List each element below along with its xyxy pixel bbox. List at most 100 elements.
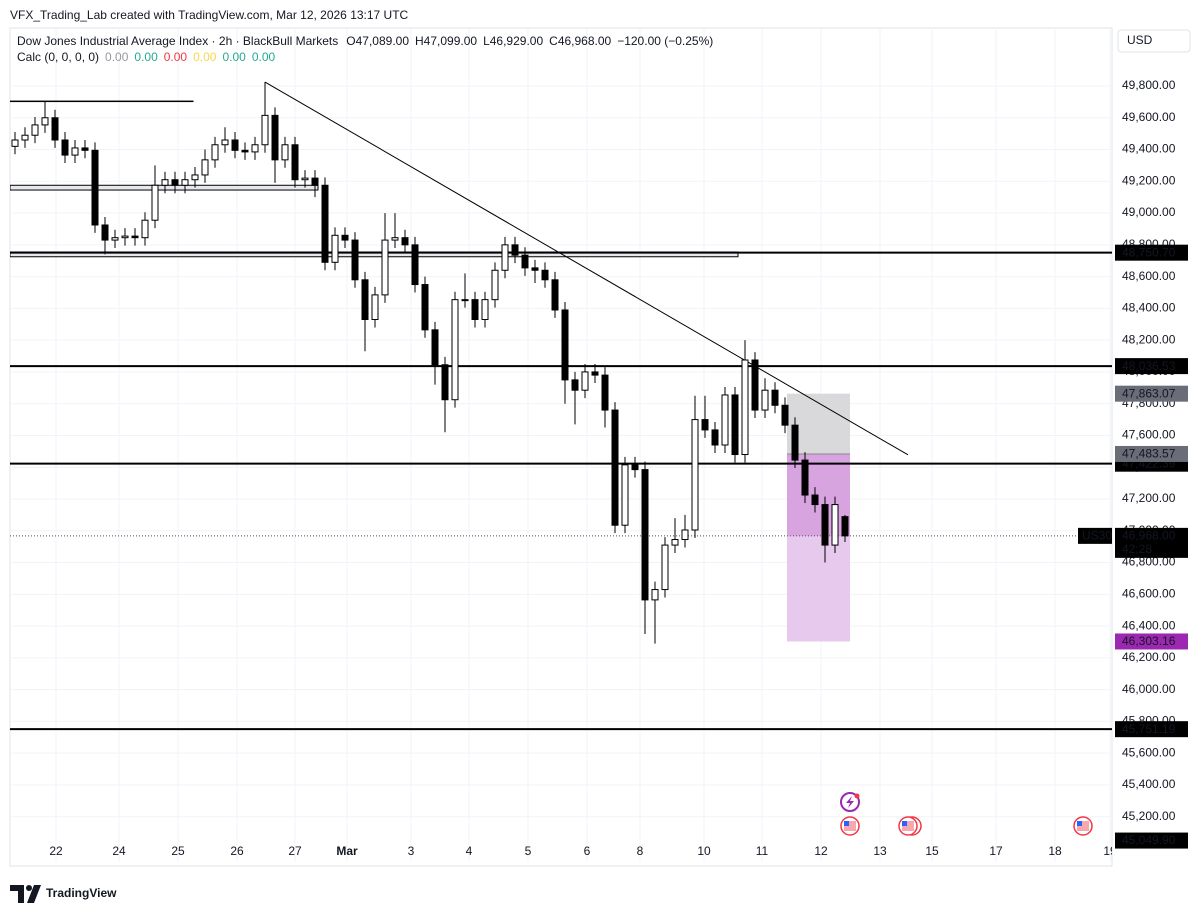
- target-label-box: [1115, 633, 1188, 650]
- ohlc-value: 46,968.00: [558, 34, 612, 48]
- candle-body: [201, 159, 209, 176]
- x-tick-label: 15: [925, 844, 939, 858]
- level-label: 48,036.53: [1122, 359, 1176, 373]
- event-flag: [844, 821, 856, 831]
- attribution: VFX_Trading_Lab created with TradingView…: [10, 8, 409, 22]
- candle-body: [711, 429, 719, 446]
- ohlc-key: L: [483, 34, 490, 48]
- x-tick-label: 4: [466, 844, 473, 858]
- candle-body: [21, 134, 29, 141]
- x-tick-label: 27: [288, 844, 302, 858]
- candle-body: [721, 394, 729, 446]
- currency-button[interactable]: USD: [1117, 29, 1191, 53]
- candle-body: [491, 269, 499, 301]
- stop-label-box: [1115, 385, 1188, 402]
- indicator-value: 0.00: [252, 50, 276, 64]
- candle-body: [661, 544, 669, 591]
- indicator-value: 0.00: [222, 50, 246, 64]
- candle-body: [681, 529, 689, 541]
- level-label-box: [1115, 244, 1188, 261]
- symbol-tag: US30: [1082, 529, 1112, 543]
- candle-body: [731, 394, 739, 456]
- y-tick-label: 45,400.00: [1122, 777, 1176, 791]
- candle-body: [531, 267, 539, 271]
- candle-body: [621, 464, 629, 526]
- indicator-value: 0.00: [134, 50, 158, 64]
- candle-body: [421, 284, 429, 331]
- candles: [11, 82, 849, 644]
- candle-body: [391, 237, 399, 241]
- candle-body: [141, 219, 149, 239]
- entry-label: 47,483.57: [1122, 447, 1176, 461]
- x-tick-label: 17: [989, 844, 1003, 858]
- candle-body: [51, 117, 59, 141]
- candle-body: [441, 364, 449, 401]
- candle-body: [231, 139, 239, 151]
- currency-button-frame[interactable]: [1117, 29, 1191, 53]
- candle-body: [191, 174, 199, 181]
- candle-body: [781, 404, 789, 426]
- x-tick-labels: 22 24 25 26 27 Mar 3 4 5 6 8 10 11 12 13 15 17 18 19: [49, 844, 1112, 858]
- candle-body: [181, 179, 189, 186]
- candle-body: [841, 516, 849, 537]
- event-dot: [854, 793, 860, 799]
- candle-body: [71, 147, 79, 156]
- candle-body: [631, 464, 639, 471]
- drawn-box: [10, 184, 319, 191]
- y-tick-label: 49,000.00: [1122, 205, 1176, 219]
- candle-body: [321, 184, 329, 263]
- currency-label[interactable]: USD: [1127, 33, 1153, 47]
- event-icons: [840, 792, 1093, 836]
- stop-label: 47,863.07: [1122, 386, 1176, 400]
- candle-body: [161, 179, 169, 186]
- candle-body: [371, 294, 379, 321]
- symbol-tag-box: [1078, 527, 1112, 544]
- candle-body: [401, 237, 409, 246]
- event-flag: [902, 821, 907, 826]
- change: −120.00 (−0.25%): [617, 34, 713, 48]
- y-tick-label: 45,200.00: [1122, 809, 1176, 823]
- candle-body: [791, 424, 799, 461]
- ohlc-key: C: [549, 34, 558, 48]
- candle-body: [111, 237, 119, 241]
- candle-body: [301, 177, 309, 181]
- brand-logo: [27, 885, 41, 903]
- x-tick-label: 13: [873, 844, 887, 858]
- x-tick-label: 5: [525, 844, 532, 858]
- candle-body: [471, 299, 479, 321]
- x-tick-label: 3: [408, 844, 415, 858]
- brand-logo: [26, 885, 32, 891]
- indicator-legend: Calc (0, 0, 0, 0) 0.00 0.00 0.00 0.00 0.00 0.0…: [17, 50, 276, 64]
- candle-body: [581, 371, 589, 391]
- axes: 45,200.0045,400.0045,600.0045,800.0046,0…: [49, 78, 1188, 858]
- drawings: [10, 81, 1112, 731]
- candle-body: [761, 389, 769, 411]
- brand-logo: [10, 885, 24, 903]
- candle-body: [121, 235, 129, 239]
- level-label: 48,750.70: [1122, 245, 1176, 259]
- x-tick-label: 10: [697, 844, 711, 858]
- y-tick-label: 48,600.00: [1122, 269, 1176, 283]
- candle-body: [101, 224, 109, 241]
- candle-body: [651, 589, 659, 601]
- y-tick-label: 46,800.00: [1122, 555, 1176, 569]
- candle-body: [451, 299, 459, 401]
- ohlc-value: 47,089.00: [356, 34, 410, 48]
- x-tick-label: 24: [112, 844, 126, 858]
- candle-body: [481, 299, 489, 321]
- level-label-box: [1115, 721, 1188, 738]
- last-price-label: 46,968.00: [1122, 529, 1176, 543]
- event-flag: [902, 821, 914, 831]
- x-tick-label: 25: [171, 844, 185, 858]
- candle-body: [701, 419, 709, 431]
- candle-body: [521, 254, 529, 269]
- candle-body: [31, 124, 39, 136]
- y-tick-label: 48,200.00: [1122, 332, 1176, 346]
- x-tick-label: 18: [1048, 844, 1062, 858]
- indicator-value: 0.00: [193, 50, 217, 64]
- candle-body: [561, 309, 569, 381]
- candle-body: [691, 419, 699, 531]
